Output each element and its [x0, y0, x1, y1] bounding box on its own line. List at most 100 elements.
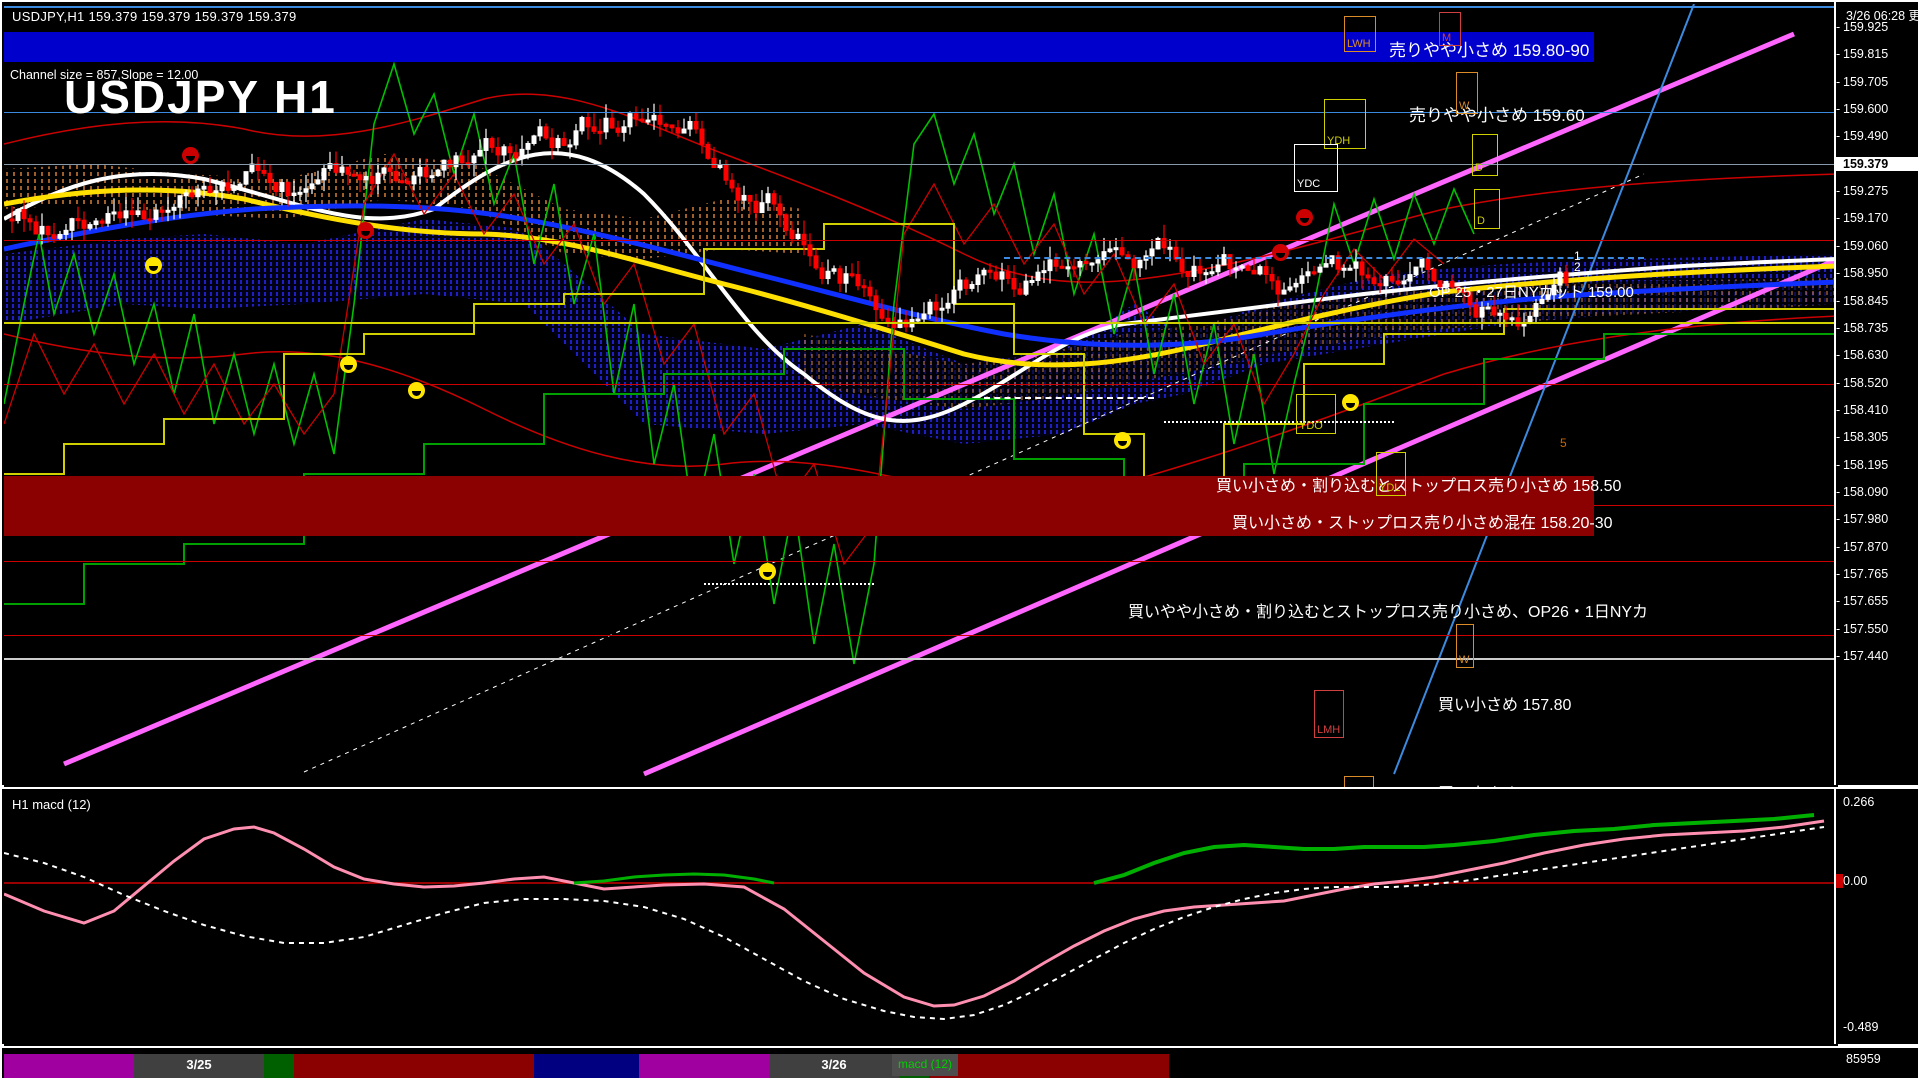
marker-buy-signal: [1114, 432, 1131, 449]
macd-axis[interactable]: 0.266 -0.00 -0.489: [1834, 789, 1918, 1044]
level-tag-label: D: [1477, 215, 1485, 227]
level-tag-lwh: LWH: [1344, 16, 1376, 52]
dotted-guide-157700: [704, 583, 874, 586]
level-line-159000: [4, 240, 1838, 241]
price-tick: -159.170: [1836, 211, 1889, 226]
macd-tick: -0.00: [1836, 874, 1868, 888]
marker-buy-signal: [759, 563, 776, 580]
annotation-text-15780: 買い小さめ 157.80: [1438, 697, 1572, 714]
price-tick: -159.925: [1836, 20, 1889, 34]
price-tick: -158.950: [1836, 266, 1889, 281]
price-tick: -157.870: [1836, 539, 1889, 554]
price-tick: -158.410: [1836, 402, 1889, 417]
dotted-guide-158200: [1164, 421, 1394, 424]
main-chart-frame[interactable]: 売りやや小さめ 159.80-90 売りやや小さめ 159.60 OP 25・2…: [0, 0, 1920, 787]
level-tag-label: YDO: [1299, 420, 1323, 432]
annotation-text-15850: 買い小さめ・割り込むとストップロス売り小さめ 158.50: [1216, 478, 1622, 495]
macd-tick: -0.489: [1843, 1020, 1879, 1034]
bars-count-label: 85959: [1846, 1052, 1881, 1066]
price-tick: -159.600: [1836, 102, 1889, 117]
session-segment: 3/25: [134, 1054, 264, 1078]
annotation-band-15820b: [4, 476, 1594, 506]
price-tick: -158.305: [1836, 430, 1889, 445]
right-marker-5: 5: [1560, 436, 1567, 450]
marker-sell-signal: [1272, 244, 1289, 261]
price-tick: -159.060: [1836, 238, 1889, 253]
price-tick: -157.765: [1836, 567, 1889, 581]
session-segment: [264, 1054, 294, 1078]
price-tick: -158.630: [1836, 348, 1889, 363]
channel-info-text: Channel size = 857,Slope = 12.00: [10, 68, 199, 82]
level-tag-label: M: [1442, 32, 1452, 44]
dashed-guide-158380: [984, 397, 1154, 400]
macd-plot[interactable]: H1 macd (12): [4, 791, 1838, 1046]
price-tick: -159.379: [1836, 156, 1920, 171]
price-tick: -159.275: [1836, 184, 1889, 199]
price-tick: -158.845: [1836, 293, 1889, 308]
level-tag-lmh: LMH: [1314, 690, 1344, 738]
annotation-band-15820: [4, 506, 1594, 536]
annotation-band-15980: [4, 32, 1594, 62]
symbol-quote-line: USDJPY,H1 159.379 159.379 159.379 159.37…: [12, 9, 297, 24]
update-timestamp: 3/26 06:28 更新: [1846, 9, 1920, 23]
price-tick: -157.980: [1836, 512, 1889, 527]
level-tag-ydc: YDC: [1294, 144, 1338, 192]
session-segment: [639, 1054, 769, 1078]
marker-sell-signal: [1296, 209, 1313, 226]
top-blue-line: [4, 6, 1838, 8]
price-tick: -159.705: [1836, 74, 1889, 89]
level-tag-ydh: YDH: [1324, 99, 1366, 149]
level-tag-label: W: [1459, 654, 1470, 666]
macd-subwindow-frame[interactable]: H1 macd (12) 0.266 -0.00 -0.489: [0, 787, 1920, 1046]
marker-buy-signal: [145, 257, 162, 274]
time-axis-frame[interactable]: 3/25 3/26 macd (12): [0, 1046, 1920, 1080]
annotation-text-15800: 買いやや小さめ・割り込むとストップロス売り小さめ、OP26・1日NYカ: [1128, 604, 1649, 621]
level-tag-w: W: [1456, 624, 1474, 668]
level-line-159379-current: [4, 164, 1838, 165]
macd-tick: 0.266: [1843, 795, 1875, 809]
marker-sell-signal: [357, 222, 374, 239]
price-tick: -158.195: [1836, 457, 1889, 472]
session-segment: [4, 1054, 134, 1078]
price-tick: -157.655: [1836, 594, 1889, 609]
session-segment: 3/26: [769, 1054, 899, 1078]
price-axis[interactable]: -159.925 -159.815 -159.705 -159.600 -159.490…: [1834, 2, 1920, 785]
level-line-157440-bottom: [4, 658, 1838, 660]
level-tag-label: YDL: [1379, 482, 1401, 494]
annotation-text-15900: OP 25・27日NYカット 159.00: [1429, 284, 1634, 301]
level-tag-ydo: YDO: [1296, 394, 1336, 434]
annotation-text-15750: 買い小さめ 157.50: [1438, 780, 1571, 787]
date-label: 3/25: [186, 1057, 212, 1072]
marker-sell-signal: [182, 147, 199, 164]
level-line-157500: [4, 635, 1838, 636]
price-tick: -157.440: [1836, 649, 1889, 664]
level-line-157800: [4, 561, 1838, 562]
level-tag-d: D: [1472, 134, 1498, 176]
level-tag-ydl: YDL: [1376, 452, 1406, 496]
level-tag-label: YDC: [1297, 178, 1321, 190]
marker-buy-signal: [340, 356, 357, 373]
level-tag-label: LWH: [1347, 38, 1371, 50]
price-tick: -158.090: [1836, 484, 1889, 499]
price-tick: -159.815: [1836, 47, 1889, 62]
level-tag-label: D: [1475, 162, 1483, 174]
price-tick: -159.490: [1836, 129, 1889, 144]
chart-watermark: USDJPY H1: [64, 71, 337, 123]
tab-macd[interactable]: macd (12): [892, 1054, 959, 1076]
main-price-plot[interactable]: 売りやや小さめ 159.80-90 売りやや小さめ 159.60 OP 25・2…: [4, 4, 1838, 787]
level-tag-label: LMH: [1317, 724, 1341, 736]
date-label: 3/26: [821, 1057, 847, 1072]
level-tag-label: W: [1459, 100, 1470, 112]
marker-buy-signal: [408, 382, 425, 399]
level-line-159600: [4, 112, 1838, 113]
macd-drawing-layer: [4, 813, 1838, 1021]
level-line-158735: [4, 322, 1838, 324]
level-tag-d: D: [1474, 189, 1500, 229]
session-segment: [534, 1054, 639, 1078]
marker-buy-signal: [1342, 394, 1359, 411]
level-tag-m: M: [1439, 12, 1461, 46]
price-tick: -158.735: [1836, 320, 1889, 335]
dashed-guide-159220: [1004, 257, 1644, 260]
right-marker-1: 1: [1574, 249, 1581, 263]
